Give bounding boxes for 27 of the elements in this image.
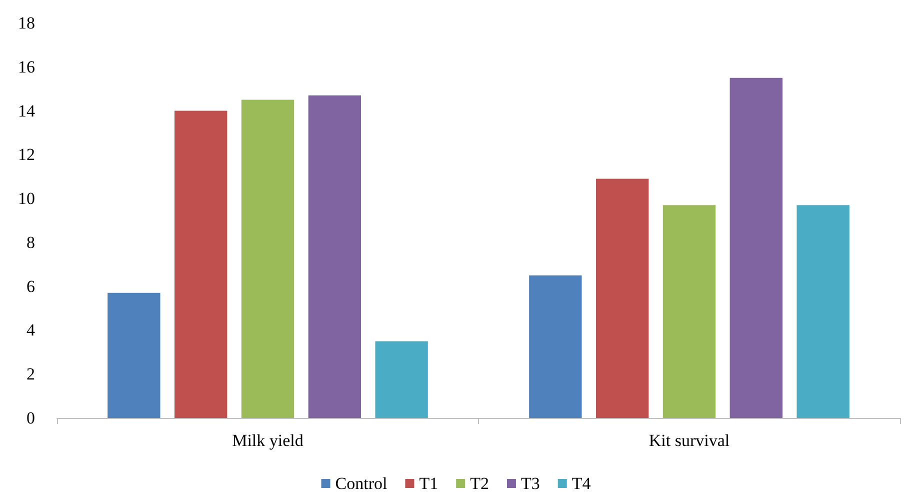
legend-label: T3	[520, 474, 540, 493]
legend-label: T4	[572, 474, 592, 493]
x-tick-label: Kit survival	[648, 431, 730, 450]
y-tick-label: 16	[18, 57, 35, 76]
legend-label: T2	[470, 474, 489, 493]
bar	[529, 275, 582, 418]
bar	[662, 205, 716, 418]
bar	[596, 178, 649, 418]
y-tick-label: 12	[18, 145, 35, 164]
legend-label: Control	[335, 474, 388, 493]
bar	[174, 110, 228, 418]
y-tick-label: 2	[26, 364, 35, 384]
bar	[375, 341, 428, 418]
y-tick-label: 4	[26, 320, 36, 340]
x-tick-label: Milk yield	[232, 431, 304, 450]
y-tick-label: 10	[18, 189, 35, 208]
legend-label: T1	[419, 474, 438, 493]
bar	[796, 205, 850, 418]
y-tick-label: 0	[26, 408, 35, 428]
bar	[241, 100, 294, 418]
y-tick-label: 18	[18, 14, 35, 32]
y-tick-label: 8	[26, 232, 35, 252]
y-tick-label: 6	[26, 276, 35, 296]
bar	[108, 292, 160, 418]
bar	[730, 78, 783, 418]
y-tick-label: 14	[18, 101, 36, 120]
bar	[308, 95, 362, 418]
